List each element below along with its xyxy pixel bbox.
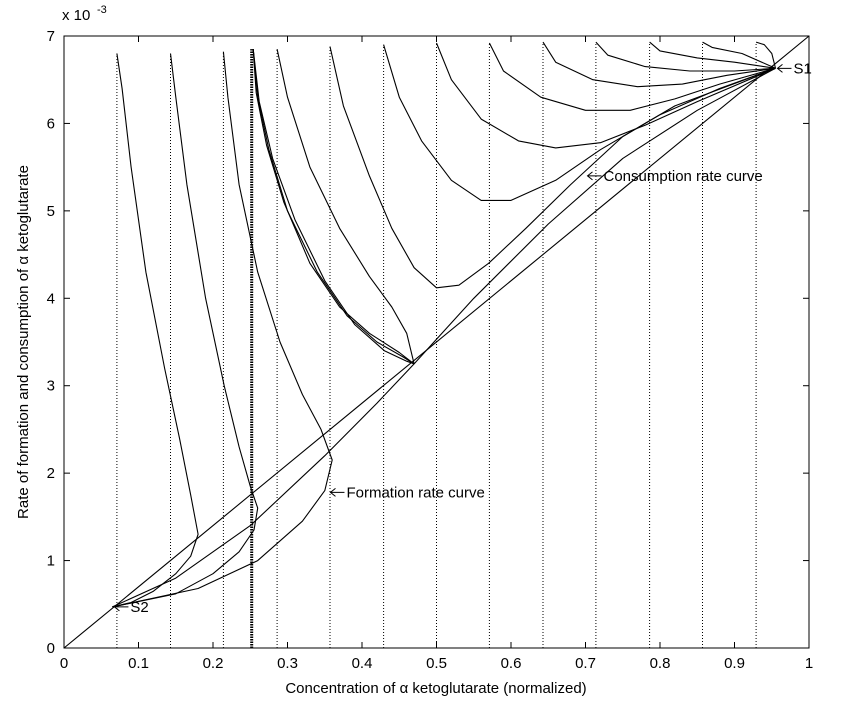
- x-tick-label: 0.3: [277, 655, 298, 672]
- y-tick-label: 3: [47, 378, 55, 395]
- series-line-6: [252, 49, 415, 365]
- series-line-11: [435, 42, 776, 149]
- y-exponent-power: -3: [97, 4, 107, 16]
- x-tick-label: 0.7: [575, 655, 596, 672]
- annotation-2: Consumption rate curve: [586, 168, 763, 185]
- series-line-8: [276, 48, 415, 365]
- y-tick-label: 7: [47, 28, 55, 45]
- x-axis-label: Concentration of α ketoglutarate (normal…: [285, 680, 586, 697]
- x-tick-label: 0.1: [128, 655, 149, 672]
- series-line-14: [595, 41, 776, 72]
- ticks-layer: 0 0.1 0.2 0.3 0.4 0.5 0.6 0.7 0.8 0.9 1 0 1 2 3 4 5 6 7: [47, 28, 814, 672]
- y-tick-label: 5: [47, 203, 55, 220]
- x-tick-label: 0.6: [501, 655, 522, 672]
- series-line-16: [702, 41, 776, 69]
- arrow-icon: [776, 63, 792, 73]
- arrow-icon: [586, 171, 602, 181]
- x-tick-label: 0.8: [650, 655, 671, 672]
- y-tick-label: 6: [47, 115, 55, 132]
- annotation-3: Formation rate curve: [329, 484, 485, 501]
- series-line-13: [542, 41, 776, 88]
- x-tick-label: 0.2: [203, 655, 224, 672]
- annotation-label: Formation rate curve: [346, 484, 484, 501]
- x-tick-label: 0.9: [724, 655, 745, 672]
- annotation-1: S2: [113, 599, 149, 616]
- series-line-5: [252, 49, 415, 365]
- arrow-icon: [113, 602, 129, 612]
- series-line-7: [252, 49, 415, 365]
- arrow-icon: [329, 487, 345, 497]
- series-line-12: [488, 42, 776, 111]
- series-line-2: [112, 53, 199, 608]
- series-line-4: [112, 51, 333, 608]
- y-axis-label: Rate of formation and consumption of α k…: [15, 165, 32, 519]
- y-tick-label: 1: [47, 553, 55, 570]
- annotation-label: Consumption rate curve: [604, 168, 763, 185]
- y-tick-label: 2: [47, 465, 55, 482]
- series-line-17: [755, 41, 777, 69]
- y-tick-label: 0: [47, 640, 55, 657]
- annotation-label: S2: [130, 599, 148, 616]
- x-tick-label: 1: [805, 655, 813, 672]
- series-line-10: [383, 44, 776, 201]
- x-tick-label: 0.4: [352, 655, 373, 672]
- annotation-layer: S1 S2 Consumption rate curve Formation rate…: [113, 60, 812, 616]
- y-exponent-base: x 10: [62, 7, 90, 24]
- y-tick-label: 4: [47, 290, 55, 307]
- x-tick-label: 0: [60, 655, 68, 672]
- series-line-3: [112, 53, 259, 608]
- annotation-0: S1: [776, 60, 812, 77]
- x-tick-label: 0.5: [426, 655, 447, 672]
- series-line-15: [649, 41, 776, 69]
- series-layer: [63, 35, 810, 649]
- annotation-label: S1: [793, 60, 811, 77]
